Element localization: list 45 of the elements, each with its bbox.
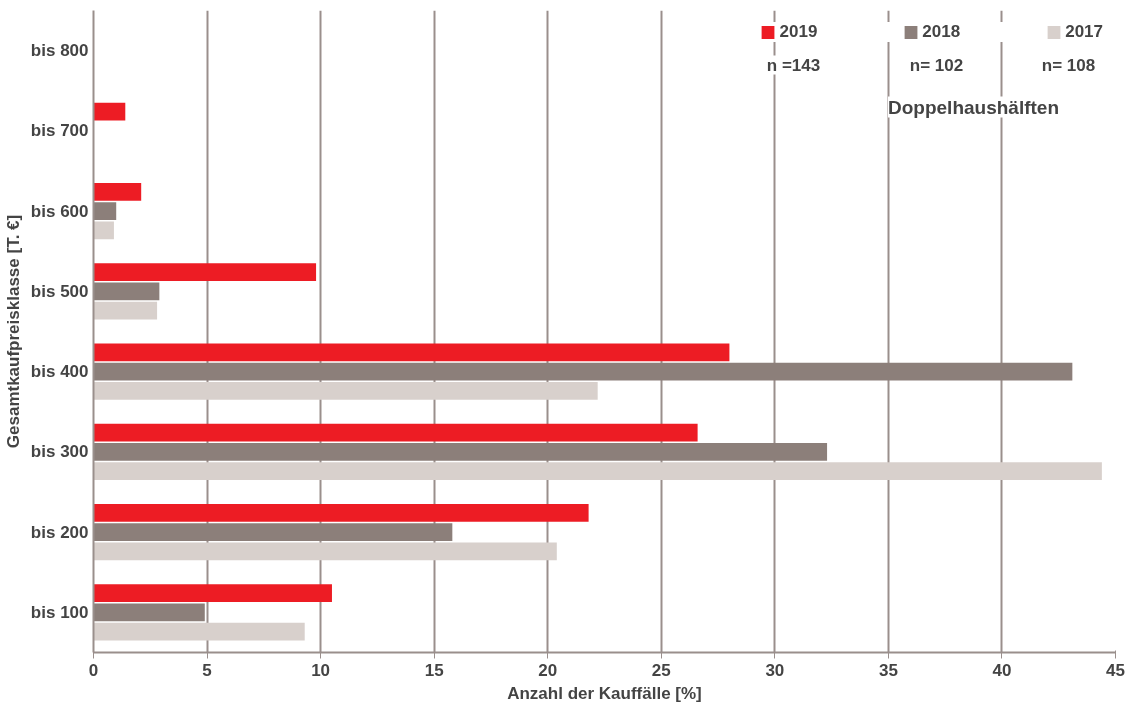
y-tick-label: bis 300 [30,442,89,462]
bar [93,263,317,281]
legend-label: 2017 [1065,22,1103,42]
bar [93,462,1102,480]
annotation: Doppelhaushälften [888,96,1060,118]
x-axis-title: Anzahl der Kauffälle [%] [507,683,702,703]
bar [93,102,126,121]
legend-label: 2018 [922,22,961,42]
y-axis-title: Gesamtkaufpreisklasse [T. €] [3,214,23,449]
y-tick-label: bis 400 [30,362,89,382]
bar [93,183,142,201]
y-tick-label: bis 800 [30,41,89,61]
x-tick-label: 40 [992,660,1012,680]
bar [93,523,453,541]
y-tick-label: bis 100 [30,602,89,622]
x-tick-label: 45 [1106,660,1125,680]
bar [93,622,305,641]
x-tick-label: 0 [88,660,99,680]
bar [93,343,730,362]
bar [93,282,160,301]
y-tick-label: bis 700 [30,121,89,141]
bar [93,443,828,461]
bar [93,584,332,602]
bar [93,423,698,442]
x-tick-label: 5 [202,660,212,680]
x-tick-label: 30 [765,660,785,680]
x-tick-label: 35 [878,660,898,680]
bar [93,542,557,561]
annotation: n= 102 [909,55,964,75]
bar [93,382,598,400]
x-tick-label: 15 [424,660,444,680]
y-tick-label: bis 500 [30,281,89,301]
y-tick-label: bis 600 [30,201,89,221]
bar [93,362,1073,381]
x-tick-label: 25 [651,660,671,680]
y-tick-label: bis 200 [30,522,89,542]
bar [93,301,158,320]
bar [93,202,117,220]
x-tick-label: 10 [311,660,331,680]
annotation: n =143 [766,55,821,75]
annotation: n= 108 [1041,55,1096,75]
bar [93,603,205,622]
bar [93,504,589,522]
legend-label: 2019 [779,22,818,42]
x-tick-label: 20 [538,660,558,680]
